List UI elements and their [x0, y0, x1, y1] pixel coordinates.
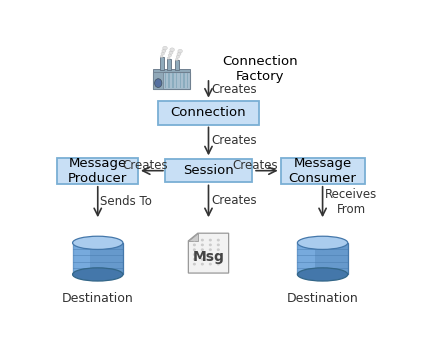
- Circle shape: [178, 49, 182, 53]
- Circle shape: [217, 258, 219, 260]
- Circle shape: [194, 258, 195, 260]
- Text: Destination: Destination: [62, 292, 134, 305]
- Circle shape: [201, 249, 203, 250]
- Circle shape: [210, 263, 211, 265]
- Bar: [297, 243, 348, 275]
- Circle shape: [201, 254, 203, 255]
- Circle shape: [217, 240, 219, 241]
- Circle shape: [160, 55, 163, 58]
- FancyBboxPatch shape: [183, 72, 185, 89]
- Text: Creates: Creates: [122, 159, 168, 172]
- Text: Connection: Connection: [171, 106, 246, 120]
- FancyBboxPatch shape: [160, 57, 164, 70]
- Circle shape: [217, 254, 219, 255]
- Circle shape: [175, 59, 178, 61]
- Text: Creates: Creates: [211, 135, 257, 147]
- Ellipse shape: [73, 268, 123, 281]
- FancyBboxPatch shape: [281, 157, 365, 184]
- Text: Destination: Destination: [287, 292, 359, 305]
- FancyBboxPatch shape: [176, 72, 178, 89]
- Circle shape: [194, 240, 195, 241]
- Text: Session: Session: [183, 164, 234, 177]
- FancyBboxPatch shape: [172, 72, 174, 89]
- Circle shape: [162, 49, 166, 52]
- Polygon shape: [188, 233, 198, 241]
- Polygon shape: [188, 233, 229, 273]
- Text: Creates: Creates: [211, 195, 257, 207]
- Circle shape: [169, 51, 173, 54]
- Ellipse shape: [297, 268, 348, 281]
- FancyBboxPatch shape: [154, 72, 155, 89]
- FancyBboxPatch shape: [153, 69, 190, 72]
- Ellipse shape: [155, 79, 162, 87]
- FancyBboxPatch shape: [168, 72, 170, 89]
- Circle shape: [201, 240, 203, 241]
- Text: Message
Producer: Message Producer: [68, 157, 127, 185]
- FancyBboxPatch shape: [165, 159, 252, 182]
- FancyBboxPatch shape: [180, 72, 181, 89]
- Circle shape: [210, 258, 211, 260]
- FancyBboxPatch shape: [157, 72, 159, 89]
- Circle shape: [194, 244, 195, 246]
- Circle shape: [201, 244, 203, 246]
- Circle shape: [194, 249, 195, 250]
- Circle shape: [210, 254, 211, 255]
- Ellipse shape: [73, 236, 123, 250]
- Circle shape: [161, 52, 165, 55]
- FancyBboxPatch shape: [58, 157, 138, 184]
- Circle shape: [210, 244, 211, 246]
- FancyBboxPatch shape: [167, 59, 171, 70]
- FancyBboxPatch shape: [158, 101, 259, 125]
- Text: Creates: Creates: [211, 82, 257, 96]
- Circle shape: [168, 54, 171, 57]
- FancyBboxPatch shape: [187, 72, 188, 89]
- Circle shape: [217, 263, 219, 265]
- Circle shape: [176, 55, 180, 58]
- FancyBboxPatch shape: [153, 72, 163, 89]
- Bar: [297, 243, 315, 275]
- Bar: [73, 243, 90, 275]
- FancyBboxPatch shape: [174, 60, 179, 70]
- Text: Creates: Creates: [232, 159, 278, 172]
- Circle shape: [217, 244, 219, 246]
- Circle shape: [201, 263, 203, 265]
- Circle shape: [210, 249, 211, 250]
- Circle shape: [167, 57, 170, 59]
- FancyBboxPatch shape: [165, 72, 166, 89]
- Text: Sends To: Sends To: [100, 195, 152, 208]
- Text: Receives
From: Receives From: [325, 188, 378, 216]
- Circle shape: [170, 48, 174, 52]
- Text: Msg: Msg: [193, 250, 224, 264]
- Circle shape: [201, 258, 203, 260]
- Bar: [73, 243, 123, 275]
- Circle shape: [163, 46, 167, 50]
- FancyBboxPatch shape: [153, 72, 190, 89]
- Text: Connection
Factory: Connection Factory: [222, 55, 297, 83]
- Circle shape: [217, 249, 219, 250]
- Circle shape: [177, 52, 181, 56]
- Circle shape: [194, 254, 195, 255]
- FancyBboxPatch shape: [161, 72, 162, 89]
- Ellipse shape: [297, 236, 348, 250]
- Circle shape: [210, 240, 211, 241]
- Circle shape: [194, 263, 195, 265]
- Text: Message
Consumer: Message Consumer: [289, 157, 356, 185]
